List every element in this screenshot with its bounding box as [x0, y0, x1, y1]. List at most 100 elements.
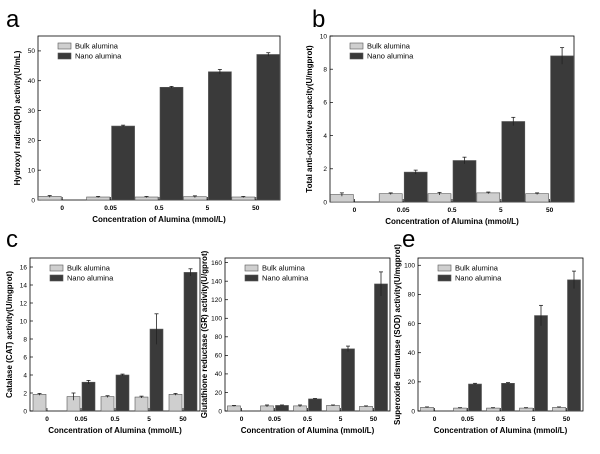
bar-bulk — [32, 394, 47, 412]
y-tick-label: 0 — [411, 408, 415, 415]
x-tick-label: 5 — [206, 205, 210, 212]
x-tick-label: 0.05 — [461, 416, 474, 423]
bar-nano — [256, 54, 281, 201]
legend-swatch — [349, 42, 364, 50]
x-tick-label: 50 — [179, 416, 187, 423]
bar-nano — [534, 315, 548, 412]
legend-swatch — [437, 274, 452, 282]
chart-panel-0: 0 10 20 30 40 50 0 0.05 0.5 5 50 Concentration of A… — [13, 35, 281, 224]
y-tick-label: 2 — [323, 166, 327, 173]
bar-nano — [374, 283, 388, 412]
x-tick-label: 5 — [339, 416, 343, 423]
bar-nano — [81, 381, 96, 412]
y-tick-label: 80 — [215, 334, 223, 341]
bar-bulk — [168, 394, 183, 412]
y-tick-label: 10 — [28, 167, 36, 174]
bar-bulk — [227, 405, 241, 412]
x-tick-label: 50 — [252, 205, 260, 212]
legend-label: Nano alumina — [75, 52, 122, 61]
x-tick-label: 0.05 — [104, 205, 117, 212]
y-tick-label: 40 — [28, 78, 36, 85]
chart-panel-2: 0 2 4 6 8 10 12 14 16 0 0.05 0.5 5 50 Concentration of… — [5, 257, 201, 435]
x-tick-label: 50 — [563, 416, 571, 423]
y-tick-label: 6 — [323, 100, 327, 107]
plot-frame — [37, 35, 281, 201]
legend-label: Nano alumina — [262, 274, 309, 283]
y-axis-title: Superoxide dismutase (SOD) activity(U/mg… — [393, 244, 402, 425]
y-tick-label: 2 — [23, 390, 27, 397]
chart-panel-4: 0 20 40 60 80 100 0 0.05 0.5 5 50 Concentration of … — [393, 244, 584, 435]
y-tick-label: 10 — [20, 318, 28, 325]
y-tick-label: 8 — [323, 67, 327, 74]
y-tick-label: 20 — [408, 379, 416, 386]
bar-nano — [115, 374, 130, 412]
y-tick-label: 0 — [31, 197, 35, 204]
x-tick-label: 0.5 — [496, 416, 505, 423]
bar-bulk — [134, 396, 149, 412]
x-tick-label: 0.5 — [154, 205, 163, 212]
y-tick-label: 4 — [323, 133, 327, 140]
x-tick-label: 0.5 — [447, 207, 456, 214]
chart-panel-1: 0 2 4 6 8 10 0 0.05 0.5 5 50 Concentration of Alumi… — [305, 33, 575, 226]
y-tick-label: 120 — [211, 297, 222, 304]
bar-nano — [403, 171, 428, 203]
x-tick-label: 5 — [499, 207, 503, 214]
x-tick-label: 5 — [532, 416, 536, 423]
legend-swatch — [349, 52, 364, 60]
legend-swatch — [244, 264, 259, 272]
bar-nano — [308, 398, 322, 412]
x-axis-title: Concentration of Alumina (mmol/L) — [385, 217, 519, 226]
x-tick-label: 50 — [370, 416, 378, 423]
y-tick-label: 4 — [23, 372, 27, 379]
x-tick-label: 0 — [353, 207, 357, 214]
y-axis-title: Catalase (CAT) activity(U/mgprot) — [5, 271, 14, 398]
x-tick-label: 5 — [147, 416, 151, 423]
legend-label: Bulk alumina — [455, 264, 499, 273]
y-tick-label: 20 — [28, 138, 36, 145]
y-tick-label: 14 — [20, 282, 28, 289]
legend-label: Bulk alumina — [367, 42, 411, 51]
panel-letter-c: c — [6, 226, 18, 253]
plot-frame — [329, 35, 575, 203]
y-tick-label: 60 — [215, 353, 223, 360]
bar-nano — [275, 405, 289, 412]
legend-swatch — [437, 264, 452, 272]
y-tick-label: 100 — [404, 263, 415, 270]
bar-bulk — [326, 405, 340, 412]
bar-nano — [111, 125, 135, 201]
y-axis-title: Hydroxyl radical(OH) activity(U/mL) — [13, 50, 22, 185]
bar-nano — [341, 348, 355, 412]
bar-nano — [501, 121, 526, 203]
panel-letter-a: a — [6, 6, 20, 33]
y-tick-label: 6 — [23, 354, 27, 361]
y-tick-label: 0 — [218, 408, 222, 415]
legend-label: Bulk alumina — [262, 264, 306, 273]
x-axis-title: Concentration of Alumina (mmol/L) — [48, 426, 182, 435]
y-tick-label: 40 — [408, 350, 416, 357]
y-tick-label: 8 — [23, 336, 27, 343]
y-tick-label: 12 — [20, 300, 28, 307]
legend-swatch — [49, 274, 64, 282]
y-tick-label: 50 — [28, 48, 36, 55]
bar-nano — [183, 272, 198, 412]
panel-letter-e: e — [402, 226, 415, 253]
legend-label: Bulk alumina — [67, 264, 111, 273]
x-axis-title: Concentration of Alumina (mmol/L) — [92, 215, 226, 224]
y-tick-label: 80 — [408, 292, 416, 299]
legend-label: Bulk alumina — [75, 42, 119, 51]
legend-label: Nano alumina — [455, 274, 502, 283]
bar-nano — [452, 160, 477, 203]
bar-bulk — [476, 192, 501, 203]
bar-nano — [501, 383, 515, 412]
y-tick-label: 160 — [211, 260, 222, 267]
x-axis-title: Concentration of Alumina (mmol/L) — [434, 426, 568, 435]
panel-letter-b: b — [312, 6, 325, 33]
x-tick-label: 0.5 — [110, 416, 119, 423]
x-tick-label: 0.05 — [75, 416, 88, 423]
x-tick-label: 0.5 — [303, 416, 312, 423]
legend-label: Nano alumina — [67, 274, 114, 283]
legend-swatch — [49, 264, 64, 272]
y-tick-label: 0 — [323, 199, 327, 206]
legend-swatch — [57, 42, 72, 50]
